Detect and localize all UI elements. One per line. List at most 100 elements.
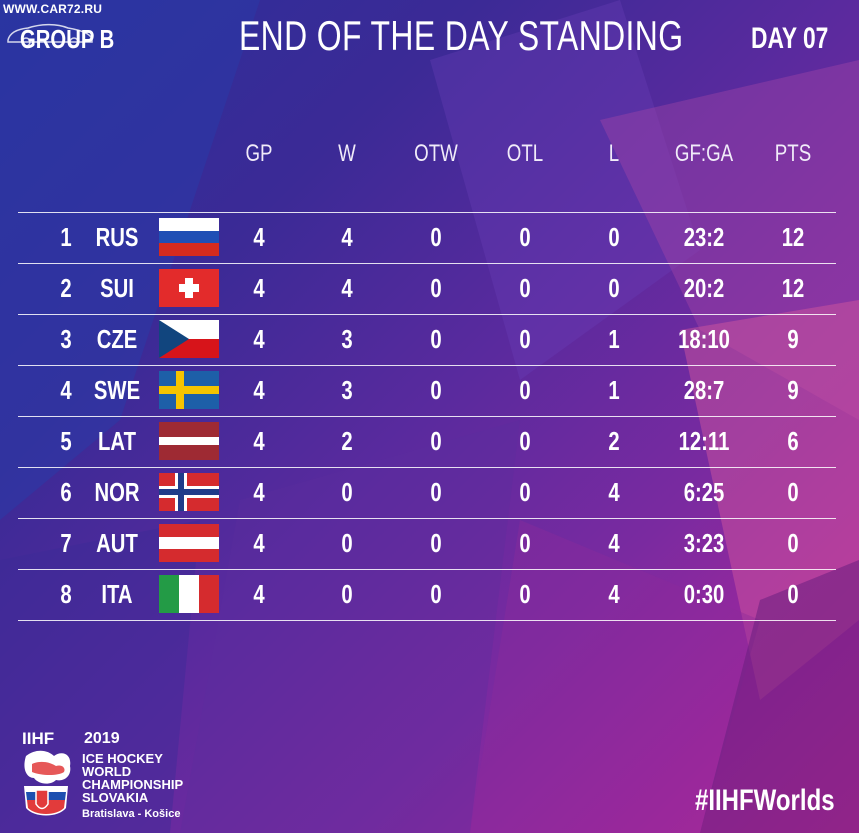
rank: 3 <box>60 324 72 354</box>
goals-for-against: 0:30 <box>683 579 725 609</box>
event-name-line: ICE HOCKEY <box>82 751 163 766</box>
goals-for-against: 23:2 <box>683 222 725 252</box>
overtime-wins: 0 <box>430 273 442 303</box>
team-code: ITA <box>101 579 133 609</box>
group-label: GROUP B <box>20 24 115 54</box>
team-code: SWE <box>93 375 141 405</box>
games-played: 4 <box>253 579 265 609</box>
overtime-losses: 0 <box>519 375 531 405</box>
losses: 4 <box>608 528 620 558</box>
points: 12 <box>781 222 805 252</box>
goals-for-against: 20:2 <box>683 273 725 303</box>
sweden-flag-icon <box>159 371 219 409</box>
overtime-wins: 0 <box>430 375 442 405</box>
watermark: WWW.CAR72.RU <box>3 2 103 16</box>
overtime-wins: 0 <box>430 426 442 456</box>
overtime-losses: 0 <box>519 222 531 252</box>
column-header-otw: OTW <box>414 140 458 167</box>
row-divider <box>18 620 836 621</box>
wins: 2 <box>341 426 353 456</box>
czechia-flag-icon <box>159 320 219 358</box>
points: 12 <box>781 273 805 303</box>
points: 6 <box>787 426 799 456</box>
team-code: CZE <box>96 324 138 354</box>
wins: 0 <box>341 528 353 558</box>
points: 0 <box>787 477 799 507</box>
table-row: 6 NOR 4 0 0 0 4 6:25 0 <box>18 467 836 518</box>
norway-flag-icon <box>159 473 219 511</box>
games-played: 4 <box>253 375 265 405</box>
points: 9 <box>787 375 799 405</box>
goals-for-against: 12:11 <box>678 426 730 456</box>
wins: 0 <box>341 477 353 507</box>
event-name-line: WORLD <box>82 764 132 779</box>
losses: 4 <box>608 477 620 507</box>
table-row: 4 SWE 4 3 0 0 1 28:7 9 <box>18 365 836 416</box>
table-row: 7 AUT 4 0 0 0 4 3:23 0 <box>18 518 836 569</box>
points: 9 <box>787 324 799 354</box>
overtime-losses: 0 <box>519 324 531 354</box>
car-watermark-icon <box>7 23 93 47</box>
team-code: SUI <box>100 273 134 303</box>
event-name-line: CHAMPIONSHIP <box>82 777 184 792</box>
overtime-wins: 0 <box>430 579 442 609</box>
austria-flag-icon <box>159 524 219 562</box>
goals-for-against: 3:23 <box>683 528 725 558</box>
rank: 8 <box>60 579 72 609</box>
russia-flag-icon <box>159 218 219 256</box>
row-divider <box>18 416 836 417</box>
losses: 0 <box>608 273 620 303</box>
italy-flag-icon <box>159 575 219 613</box>
event-name-line: SLOVAKIA <box>82 790 149 805</box>
wins: 4 <box>341 273 353 303</box>
rank: 2 <box>60 273 72 303</box>
column-header-gfga: GF:GA <box>674 140 734 167</box>
rank: 4 <box>60 375 72 405</box>
column-header-gp: GP <box>245 140 273 167</box>
overtime-losses: 0 <box>519 426 531 456</box>
row-divider <box>18 569 836 570</box>
losses: 2 <box>608 426 620 456</box>
table-row: 8 ITA 4 0 0 0 4 0:30 0 <box>18 569 836 621</box>
losses: 4 <box>608 579 620 609</box>
games-played: 4 <box>253 477 265 507</box>
table-row: 3 CZE 4 3 0 0 1 18:10 9 <box>18 314 836 365</box>
column-header-pts: PTS <box>774 140 812 167</box>
table-row: 2 SUI 4 4 0 0 0 20:2 12 <box>18 263 836 314</box>
iihf-logo-icon: IIHF <box>22 729 71 816</box>
column-header-otl: OTL <box>506 140 544 167</box>
switzerland-flag-icon <box>159 269 219 307</box>
table-row: 1 RUS 4 4 0 0 0 23:2 12 <box>18 212 836 263</box>
overtime-wins: 0 <box>430 528 442 558</box>
games-played: 4 <box>253 324 265 354</box>
points: 0 <box>787 528 799 558</box>
losses: 1 <box>608 375 620 405</box>
overtime-losses: 0 <box>519 273 531 303</box>
overtime-losses: 0 <box>519 477 531 507</box>
wins: 3 <box>341 375 353 405</box>
hashtag: #IIHFWorlds <box>695 784 835 817</box>
event-name: ICE HOCKEY WORLD CHAMPIONSHIP SLOVAKIA <box>82 752 183 804</box>
row-divider <box>18 314 836 315</box>
points: 0 <box>787 579 799 609</box>
event-year: 2019 <box>84 730 120 747</box>
goals-for-against: 28:7 <box>683 375 725 405</box>
table-row: 5 LAT 4 2 0 0 2 12:11 6 <box>18 416 836 467</box>
row-divider <box>18 365 836 366</box>
column-header-w: W <box>338 140 356 167</box>
games-played: 4 <box>253 273 265 303</box>
overtime-losses: 0 <box>519 579 531 609</box>
wins: 3 <box>341 324 353 354</box>
rank: 6 <box>60 477 72 507</box>
column-header-l: L <box>608 140 620 167</box>
games-played: 4 <box>253 426 265 456</box>
rank: 7 <box>60 528 72 558</box>
team-code: NOR <box>94 477 140 507</box>
wins: 4 <box>341 222 353 252</box>
row-divider <box>18 467 836 468</box>
logo-mark: IIHF <box>22 729 54 748</box>
games-played: 4 <box>253 528 265 558</box>
losses: 0 <box>608 222 620 252</box>
overtime-losses: 0 <box>519 528 531 558</box>
goals-for-against: 18:10 <box>678 324 730 354</box>
